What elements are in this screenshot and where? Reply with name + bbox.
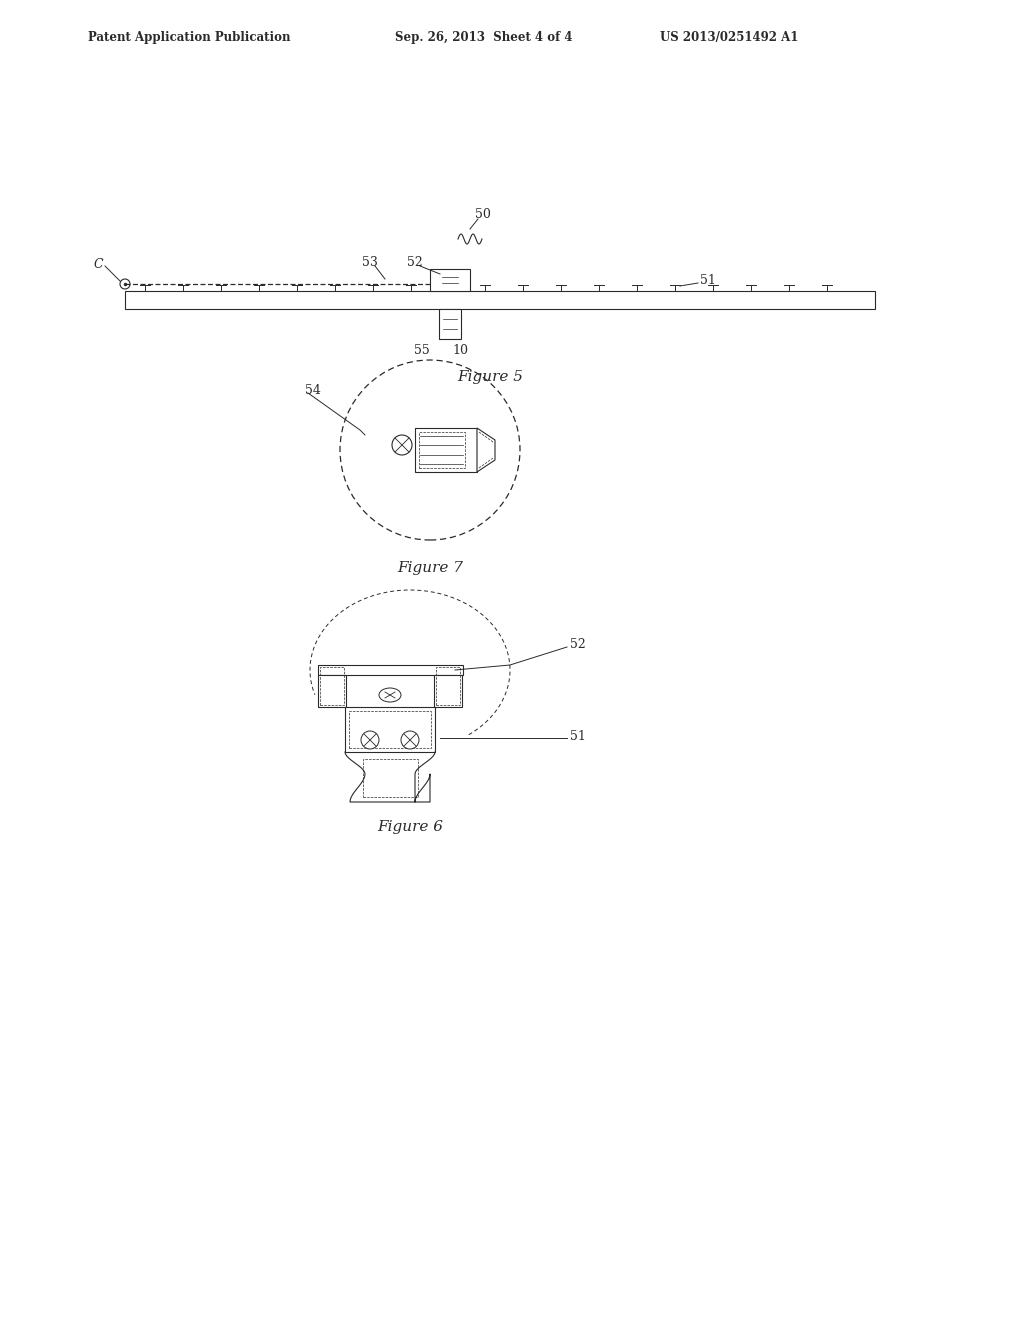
Text: Patent Application Publication: Patent Application Publication [88, 32, 291, 45]
Bar [125, 290, 874, 309]
Text: 55: 55 [415, 345, 430, 358]
Bar [318, 665, 463, 675]
Text: C: C [93, 257, 103, 271]
Bar [439, 309, 461, 339]
Text: Figure 7: Figure 7 [397, 561, 463, 576]
Text: Sep. 26, 2013  Sheet 4 of 4: Sep. 26, 2013 Sheet 4 of 4 [395, 32, 572, 45]
Bar [436, 667, 460, 705]
Circle shape [361, 731, 379, 748]
Bar [430, 269, 470, 290]
Text: 51: 51 [700, 273, 716, 286]
Bar [345, 708, 435, 752]
Bar [349, 711, 431, 748]
Text: 51: 51 [570, 730, 586, 743]
Bar [318, 675, 346, 708]
Polygon shape [477, 428, 495, 473]
Circle shape [401, 731, 419, 748]
Text: 53: 53 [362, 256, 378, 268]
Text: Figure 5: Figure 5 [457, 370, 523, 384]
Bar [415, 428, 477, 473]
Text: US 2013/0251492 A1: US 2013/0251492 A1 [660, 32, 799, 45]
Ellipse shape [379, 688, 401, 702]
Text: 52: 52 [570, 639, 586, 652]
Text: 54: 54 [305, 384, 321, 396]
Bar [362, 759, 418, 797]
Bar [319, 667, 344, 705]
Bar [434, 675, 462, 708]
Bar [419, 432, 465, 469]
Text: 10: 10 [452, 345, 468, 358]
Text: Figure 6: Figure 6 [377, 820, 443, 834]
Text: 52: 52 [408, 256, 423, 268]
Text: 50: 50 [475, 207, 490, 220]
